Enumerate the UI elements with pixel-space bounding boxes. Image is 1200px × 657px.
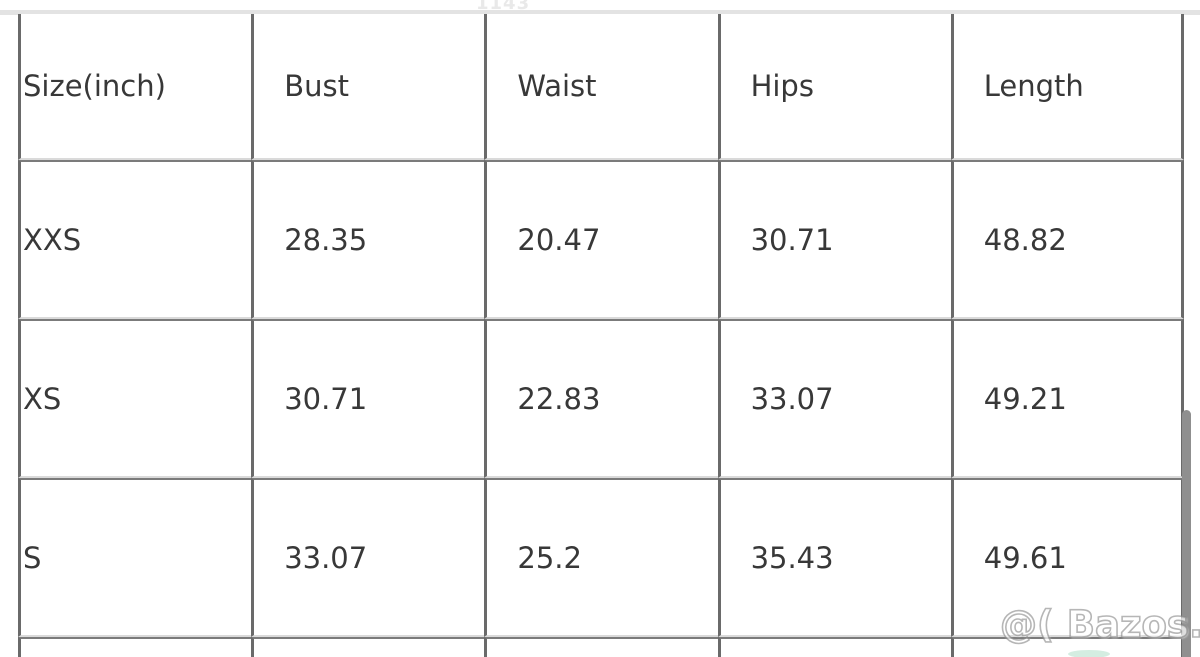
cell-size: S: [18, 478, 252, 637]
cell-bust: [251, 637, 485, 657]
bazos-watermark: @( Bazos.sk: [999, 602, 1200, 647]
size-chart-table: Size(inch) Bust Waist Hips Length XXS 28…: [18, 14, 1184, 657]
cell-length: 49.21: [950, 319, 1184, 478]
cell-waist: 22.83: [484, 319, 718, 478]
cell-waist: 20.47: [484, 160, 718, 319]
cell-hips: 33.07: [717, 319, 951, 478]
cell-bust: 30.71: [251, 319, 485, 478]
table-row-partial: [18, 637, 1184, 657]
header-waist: Waist: [484, 14, 718, 160]
cell-size: XS: [18, 319, 252, 478]
table-row-xs: XS 30.71 22.83 33.07 49.21: [18, 319, 1184, 478]
cell-hips: [717, 637, 951, 657]
page-divider-strip: [0, 10, 1200, 15]
table-row-s: S 33.07 25.2 35.43 49.61: [18, 478, 1184, 637]
cell-size: [18, 637, 252, 657]
cell-hips: 30.71: [717, 160, 951, 319]
bottom-edge-smudge: [1068, 650, 1110, 657]
cell-bust: 33.07: [251, 478, 485, 637]
header-bust: Bust: [251, 14, 485, 160]
header-length: Length: [950, 14, 1184, 160]
vertical-scrollbar-thumb[interactable]: [1182, 410, 1191, 657]
cell-bust: 28.35: [251, 160, 485, 319]
cell-hips: 35.43: [717, 478, 951, 637]
cropped-top-text: 1143: [476, 0, 530, 10]
table-row-xxs: XXS 28.35 20.47 30.71 48.82: [18, 160, 1184, 319]
cell-length: 48.82: [950, 160, 1184, 319]
size-chart-header-row: Size(inch) Bust Waist Hips Length: [18, 14, 1184, 160]
cell-waist: 25.2: [484, 478, 718, 637]
cell-waist: [484, 637, 718, 657]
header-size: Size(inch): [18, 14, 252, 160]
cell-size: XXS: [18, 160, 252, 319]
header-hips: Hips: [717, 14, 951, 160]
